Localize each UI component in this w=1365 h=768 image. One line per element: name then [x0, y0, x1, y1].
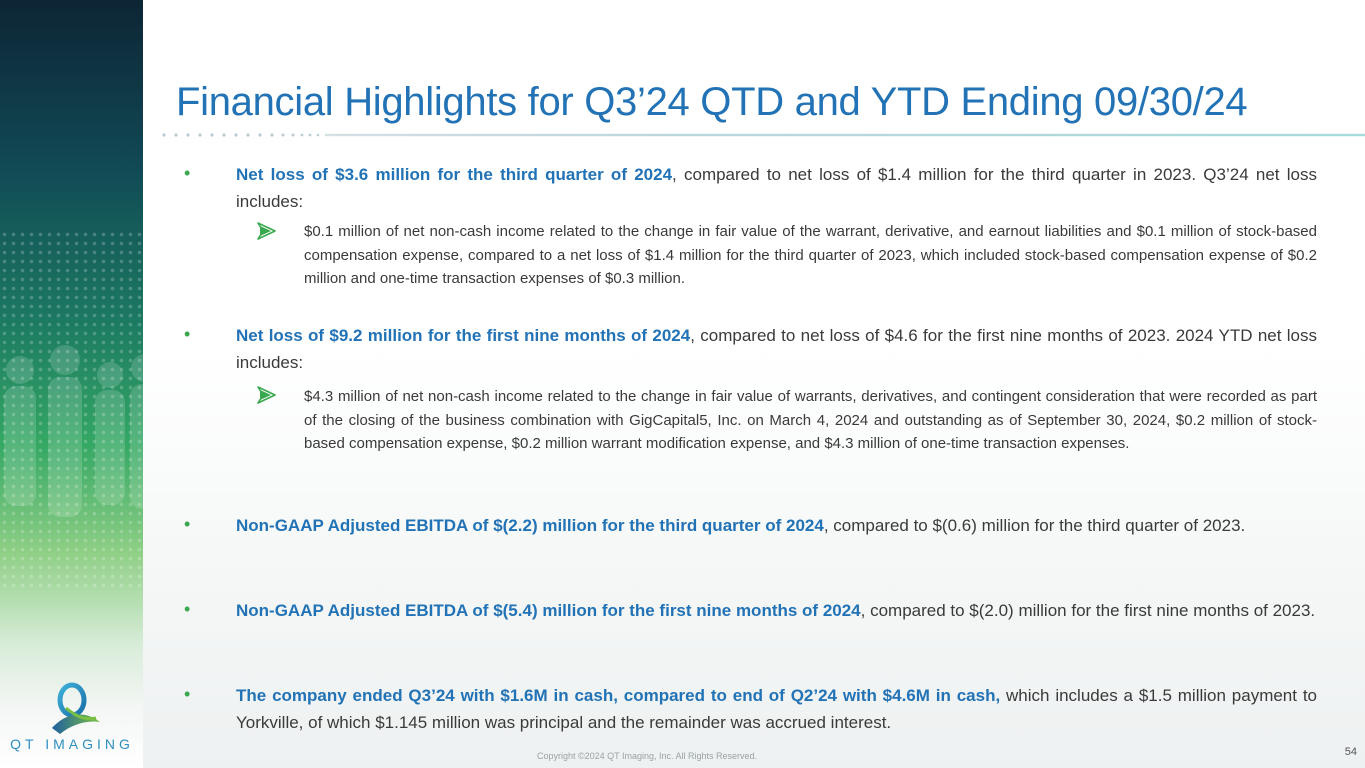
- bullet-3-headline: Non-GAAP Adjusted EBITDA of $(2.2) milli…: [236, 516, 824, 535]
- slide-title: Financial Highlights for Q3’24 QTD and Y…: [176, 80, 1248, 124]
- bullet-paragraph-4: Non-GAAP Adjusted EBITDA of $(5.4) milli…: [236, 597, 1317, 624]
- bullet-1-headline: Net loss of $3.6 million for the third q…: [236, 165, 673, 184]
- bullet-2-text: , compared to net loss of $4.6 for the f…: [236, 326, 1317, 372]
- bullet-4-text: , compared to $(2.0) million for the fir…: [860, 601, 1316, 620]
- bullet-5-headline: The company ended Q3’24 with $1.6M in ca…: [236, 686, 1001, 705]
- bullet-paragraph-3: Non-GAAP Adjusted EBITDA of $(2.2) milli…: [236, 512, 1317, 539]
- bullet-paragraph-2: Net loss of $9.2 million for the first n…: [236, 322, 1317, 376]
- arrow-bullet-icon: [257, 386, 276, 404]
- copyright-footer: Copyright ©2024 QT Imaging, Inc. All Rig…: [537, 751, 758, 761]
- bullet-4-headline: Non-GAAP Adjusted EBITDA of $(5.4) milli…: [236, 601, 861, 620]
- slide-background: [143, 0, 1365, 768]
- page-number: 54: [1344, 746, 1357, 758]
- people-silhouettes-image: [4, 345, 143, 517]
- bullet-1-text: , compared to net loss of $1.4 million f…: [236, 165, 1317, 211]
- bullet-marker: •: [184, 684, 191, 704]
- sub-paragraph-1: $0.1 million of net non-cash income rela…: [304, 223, 1317, 287]
- bullet-2-headline: Net loss of $9.2 million for the first n…: [236, 326, 691, 345]
- logo-wordmark: QT IMAGING: [10, 736, 134, 752]
- bullet-marker: •: [184, 324, 191, 344]
- bullet-paragraph-1: Net loss of $3.6 million for the third q…: [236, 161, 1317, 215]
- title-dotted-rule: [162, 133, 1365, 137]
- arrow-bullet-icon: [257, 222, 276, 240]
- bullet-marker: •: [184, 163, 191, 183]
- side-decorative-band: [0, 0, 143, 768]
- bullet-3-text: , compared to $(0.6) million for the thi…: [823, 516, 1246, 535]
- bullet-paragraph-5: The company ended Q3’24 with $1.6M in ca…: [236, 682, 1317, 736]
- dot-pattern: [0, 230, 143, 590]
- bullet-marker: •: [184, 599, 191, 619]
- qt-imaging-logo: [52, 682, 100, 734]
- bullet-5-text: which includes a $1.5 million payment to…: [236, 686, 1318, 732]
- bullet-marker: •: [184, 514, 191, 534]
- sub-paragraph-2: $4.3 million of net non-cash income rela…: [304, 388, 1317, 452]
